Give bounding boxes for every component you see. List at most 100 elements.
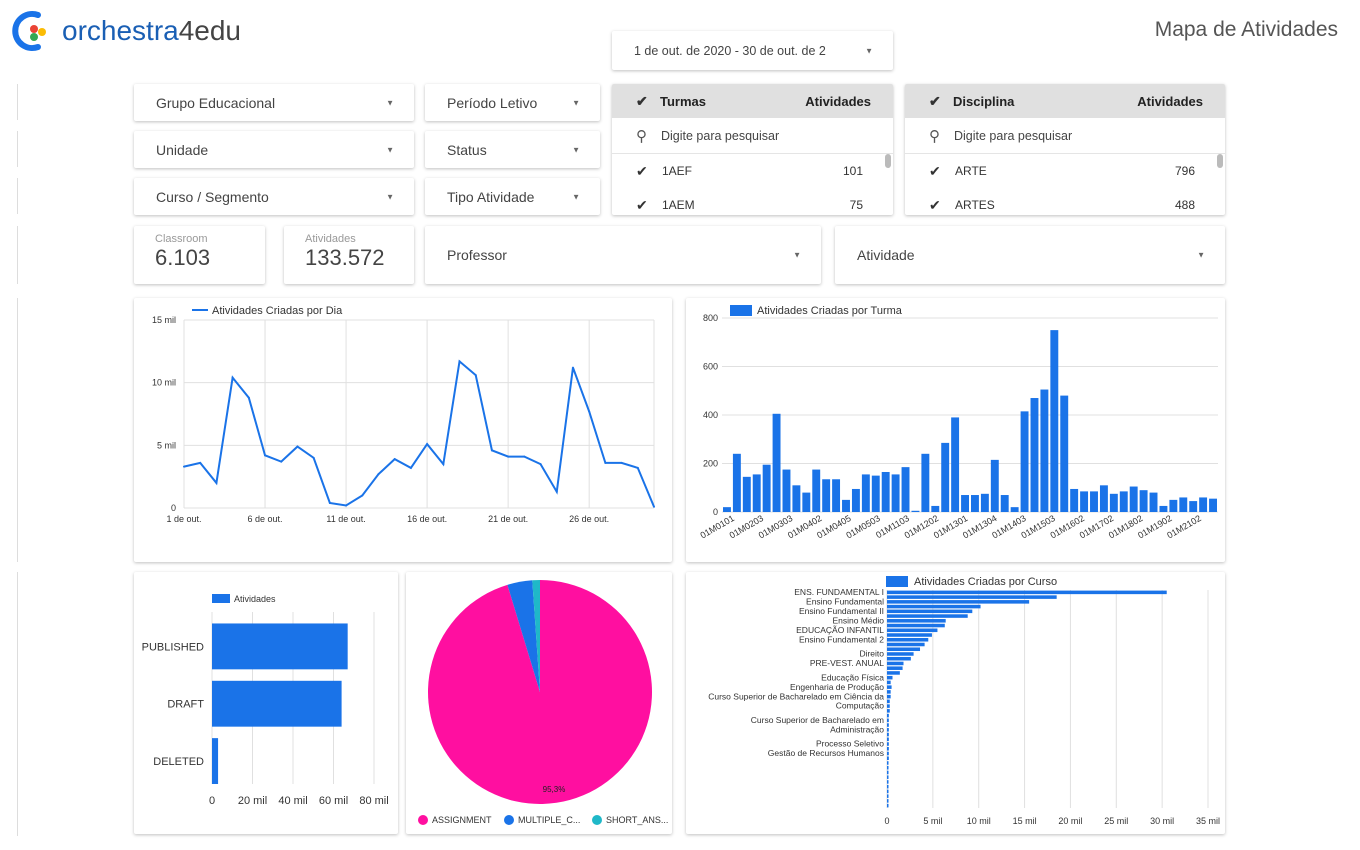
row-checkbox[interactable]: ✔ xyxy=(636,162,648,179)
bar xyxy=(887,737,889,742)
filter-periodo-letivo[interactable]: Período Letivo ▼ xyxy=(425,84,600,121)
row-label: ARTES xyxy=(955,198,995,212)
bar xyxy=(1129,486,1138,512)
bar xyxy=(782,469,791,512)
row-checkbox[interactable]: ✔ xyxy=(929,196,941,213)
kpi-label: Atividades xyxy=(305,233,356,245)
bar xyxy=(887,756,889,761)
filter-label: Curso / Segmento xyxy=(156,188,269,205)
date-range-picker[interactable]: 1 de out. de 2020 - 30 de out. de 2 ▼ xyxy=(612,31,893,70)
table-row[interactable]: ✔ ARTES 488 xyxy=(905,188,1225,215)
data-point xyxy=(539,463,542,466)
x-tick-label: 0 xyxy=(209,795,215,807)
column-header-turmas[interactable]: Turmas xyxy=(660,93,706,109)
filter-grupo-educacional[interactable]: Grupo Educacional ▼ xyxy=(134,84,414,121)
bar xyxy=(887,765,889,770)
bar xyxy=(887,590,1167,595)
filter-tipo-atividade[interactable]: Tipo Atividade ▼ xyxy=(425,178,600,215)
search-bar[interactable]: ⚲ Digite para pesquisar xyxy=(905,118,1225,154)
select-all-checkbox[interactable]: ✔ xyxy=(929,92,941,109)
bar xyxy=(931,505,940,512)
slice-label: 95,3% xyxy=(543,785,566,794)
brand-logo[interactable]: orchestra4edu xyxy=(8,8,268,54)
bar xyxy=(887,666,903,670)
pie-slice xyxy=(532,580,540,692)
bar xyxy=(887,661,904,666)
data-point xyxy=(474,374,477,377)
data-point xyxy=(264,454,267,457)
category-label: Administração xyxy=(830,724,884,734)
bar xyxy=(887,694,891,699)
data-point xyxy=(280,460,283,463)
bar xyxy=(887,642,925,647)
legend-label: Atividades Criadas por Curso xyxy=(914,576,1057,588)
filter-status[interactable]: Status ▼ xyxy=(425,131,600,168)
data-point xyxy=(604,461,607,464)
y-tick-label: 200 xyxy=(703,459,718,469)
table-row[interactable]: ✔ ARTE 796 xyxy=(905,154,1225,188)
column-header-atividades[interactable]: Atividades xyxy=(805,93,871,109)
bar xyxy=(1030,398,1039,512)
column-header-disciplina[interactable]: Disciplina xyxy=(953,93,1015,109)
x-tick-label: 6 de out. xyxy=(248,514,283,524)
search-input[interactable]: Digite para pesquisar xyxy=(954,128,1073,143)
data-point xyxy=(458,360,461,363)
brand-suffix: 4edu xyxy=(178,15,242,46)
legend-label: Atividades xyxy=(234,594,276,604)
left-divider xyxy=(17,298,18,562)
bar xyxy=(887,614,968,618)
category-label: Engenharia de Produção xyxy=(790,682,884,692)
category-label: Direito xyxy=(859,649,884,659)
data-point xyxy=(523,455,526,458)
select-all-checkbox[interactable]: ✔ xyxy=(636,92,648,109)
bar xyxy=(1179,497,1188,512)
legend-label: MULTIPLE_C... xyxy=(518,815,580,825)
chart-tipo-atividade: 95,3% ASSIGNMENT MULTIPLE_C... SHORT_ANS... xyxy=(406,572,672,834)
bar xyxy=(212,738,219,784)
filter-curso-segmento[interactable]: Curso / Segmento ▼ xyxy=(134,178,414,215)
bar xyxy=(842,499,850,512)
scrollbar[interactable] xyxy=(885,154,891,168)
bar xyxy=(887,600,1030,604)
search-input[interactable]: Digite para pesquisar xyxy=(661,128,780,143)
bar xyxy=(887,761,889,765)
scrollbar[interactable] xyxy=(1217,154,1223,168)
x-tick-label: 80 mil xyxy=(359,795,388,807)
bar xyxy=(887,732,889,737)
filter-atividade[interactable]: Atividade ▼ xyxy=(835,226,1225,284)
bar xyxy=(887,709,890,713)
bar xyxy=(1109,493,1118,512)
filter-label: Atividade xyxy=(857,247,915,263)
row-checkbox[interactable]: ✔ xyxy=(929,162,941,179)
filter-unidade[interactable]: Unidade ▼ xyxy=(134,131,414,168)
bar xyxy=(887,713,889,718)
category-label: Ensino Médio xyxy=(832,615,884,625)
y-tick-label: 15 mil xyxy=(152,315,176,325)
bar xyxy=(822,479,831,512)
bar xyxy=(887,718,889,723)
data-point xyxy=(507,455,510,458)
search-icon: ⚲ xyxy=(636,127,647,145)
legend-label: Atividades Criadas por Dia xyxy=(212,305,343,317)
filter-professor[interactable]: Professor ▼ xyxy=(425,226,821,284)
brand-name: orchestra xyxy=(62,15,179,46)
row-value: 75 xyxy=(849,198,863,212)
x-tick-label: 1 de out. xyxy=(166,514,201,524)
chart-atividades-por-curso: Atividades Criadas por Curso 0 5 mil 10 mil… xyxy=(686,572,1225,834)
row-checkbox[interactable]: ✔ xyxy=(636,196,648,213)
bar xyxy=(941,442,950,512)
left-divider xyxy=(17,572,18,836)
bar xyxy=(1119,491,1128,512)
table-row[interactable]: ✔ 1AEM 75 xyxy=(612,188,893,215)
bar xyxy=(887,742,889,746)
bar xyxy=(887,794,889,798)
table-row[interactable]: ✔ 1AEF 101 xyxy=(612,154,893,188)
column-header-atividades[interactable]: Atividades xyxy=(1137,93,1203,109)
data-point xyxy=(361,494,364,497)
search-bar[interactable]: ⚲ Digite para pesquisar xyxy=(612,118,893,154)
category-label: Computação xyxy=(836,701,884,711)
x-tick-label: 25 mil xyxy=(1104,816,1128,826)
bar xyxy=(887,784,889,789)
bar xyxy=(887,770,889,775)
